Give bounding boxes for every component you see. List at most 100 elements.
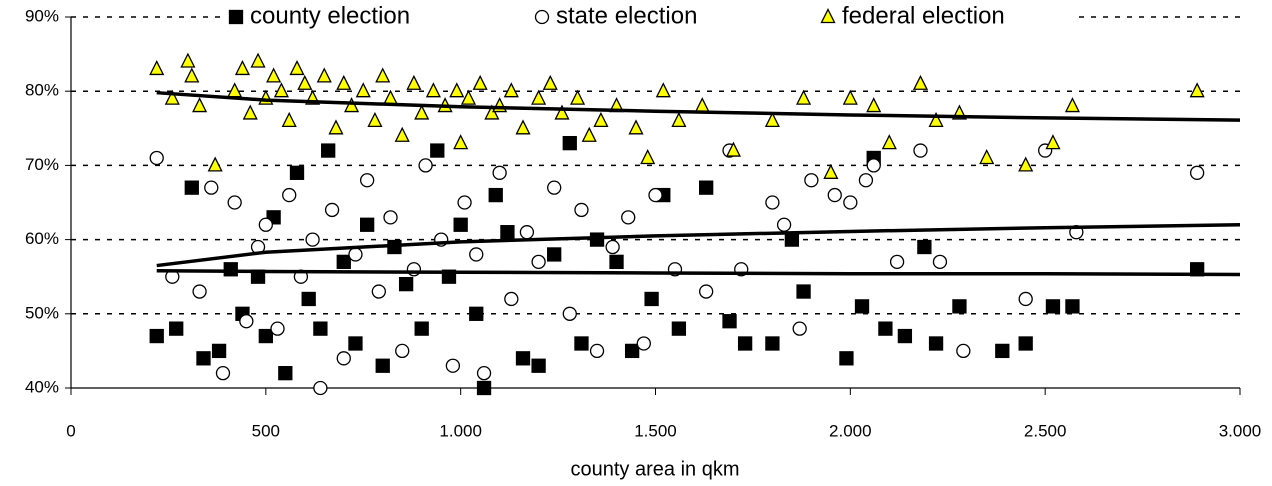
y-tick-label: 90%	[25, 6, 59, 25]
point	[737, 336, 753, 351]
point	[765, 336, 780, 351]
y-tick-label: 70%	[25, 155, 59, 174]
point	[184, 67, 200, 83]
point	[699, 180, 714, 195]
point	[239, 314, 254, 329]
point	[827, 187, 842, 203]
point	[605, 239, 620, 255]
point	[776, 217, 792, 232]
point	[258, 328, 273, 344]
point	[355, 82, 371, 98]
point	[406, 74, 422, 90]
legend-label: county election	[250, 2, 410, 29]
point	[164, 89, 180, 105]
point	[1018, 291, 1033, 307]
point	[655, 82, 671, 98]
point	[453, 217, 468, 232]
point	[375, 67, 391, 83]
trend-line	[156, 90, 1241, 122]
point	[796, 284, 811, 299]
point	[375, 358, 390, 373]
point	[215, 366, 231, 381]
point	[725, 141, 741, 157]
point	[589, 343, 605, 359]
point	[414, 104, 430, 120]
point	[995, 343, 1010, 359]
point	[699, 284, 714, 299]
point	[305, 232, 320, 247]
point	[321, 143, 336, 158]
point	[913, 143, 928, 158]
point	[348, 247, 363, 262]
point	[842, 89, 858, 105]
point	[621, 210, 636, 225]
point	[425, 82, 441, 98]
point	[854, 299, 870, 314]
point	[313, 321, 328, 336]
point	[589, 232, 605, 247]
point	[449, 82, 465, 98]
point	[644, 291, 659, 307]
point	[1189, 165, 1205, 180]
point	[488, 187, 503, 203]
legend: county election state election federal ele…	[222, 2, 1072, 32]
point	[839, 351, 854, 366]
point	[273, 82, 289, 98]
point	[414, 321, 429, 336]
point	[1065, 299, 1080, 314]
point	[207, 156, 223, 172]
point	[640, 149, 656, 165]
point	[792, 321, 807, 336]
y-tick-label: 40%	[25, 377, 59, 396]
legend-marker	[534, 9, 550, 25]
point	[866, 97, 882, 113]
point	[979, 149, 995, 165]
point	[694, 97, 710, 113]
y-tick-label: 50%	[25, 303, 59, 322]
point	[504, 291, 519, 307]
y-tick-label: 80%	[25, 81, 59, 100]
point	[289, 165, 305, 180]
x-axis-label: county area in qkm	[571, 458, 740, 480]
point	[804, 173, 819, 188]
point	[889, 254, 905, 270]
point	[367, 111, 383, 128]
x-tick-label: 1.000	[439, 421, 482, 440]
x-tick-label: 2.000	[829, 421, 872, 440]
point	[316, 67, 332, 83]
point	[554, 104, 570, 120]
point	[1018, 336, 1033, 351]
point	[765, 195, 780, 210]
point	[476, 380, 492, 396]
point	[562, 135, 577, 151]
point	[917, 239, 932, 255]
point	[1045, 134, 1061, 150]
point	[722, 314, 737, 329]
point	[484, 104, 500, 120]
point	[383, 210, 398, 225]
point	[932, 254, 948, 270]
point	[359, 217, 375, 232]
point	[764, 111, 780, 128]
point	[445, 358, 461, 373]
point	[430, 143, 445, 158]
point	[784, 232, 800, 247]
point	[242, 104, 258, 120]
point	[956, 343, 971, 359]
point	[570, 89, 586, 105]
point	[301, 291, 316, 307]
x-tick-label: 0	[66, 421, 75, 440]
point	[628, 119, 644, 135]
point	[866, 158, 881, 173]
point	[169, 321, 184, 336]
point	[823, 163, 839, 179]
x-tick-label: 3.000	[1219, 421, 1262, 440]
point	[258, 217, 273, 232]
point	[457, 195, 472, 210]
point	[547, 247, 562, 262]
point	[648, 187, 663, 203]
trend-line	[156, 269, 1241, 277]
point	[881, 134, 897, 150]
point	[344, 97, 360, 113]
point	[192, 97, 208, 113]
